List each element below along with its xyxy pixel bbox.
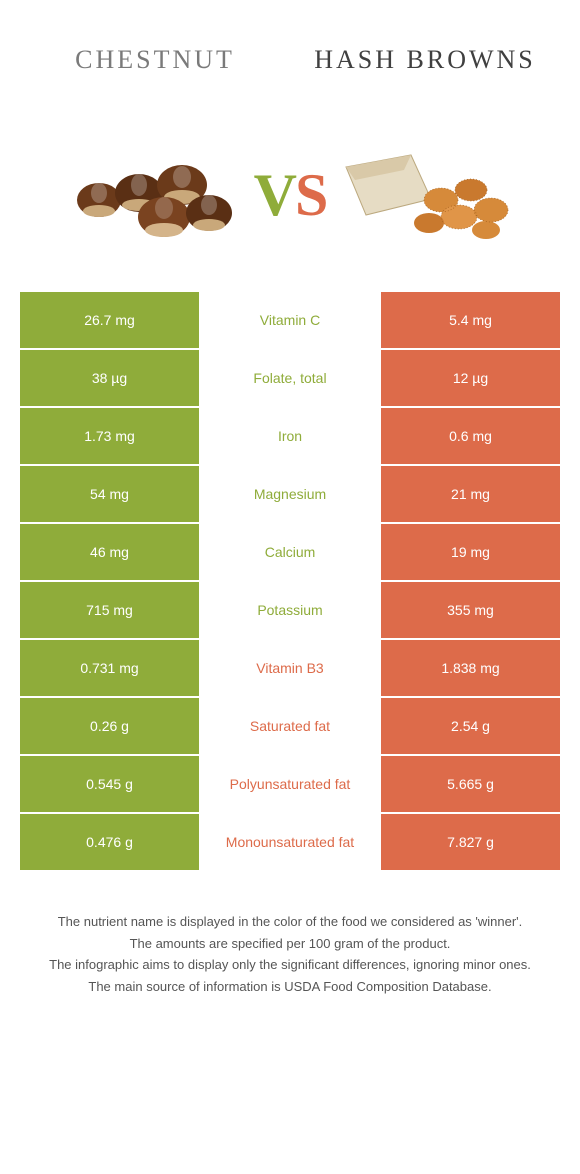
nutrient-label: Polyunsaturated fat	[200, 755, 380, 813]
right-value: 7.827 g	[380, 813, 560, 871]
left-value: 0.731 mg	[20, 639, 200, 697]
table-row: 0.26 gSaturated fat2.54 g	[20, 697, 560, 755]
nutrient-label: Magnesium	[200, 465, 380, 523]
footer-line: The nutrient name is displayed in the co…	[20, 912, 560, 932]
table-row: 0.731 mgVitamin B31.838 mg	[20, 639, 560, 697]
header-left: Chestnut	[20, 44, 290, 75]
title-chestnut: Chestnut	[20, 44, 290, 75]
nutrient-label: Iron	[200, 407, 380, 465]
right-value: 5.4 mg	[380, 291, 560, 349]
nutrient-table: 26.7 mgVitamin C5.4 mg38 µgFolate, total…	[20, 290, 560, 872]
table-row: 0.476 gMonounsaturated fat7.827 g	[20, 813, 560, 871]
nutrient-label: Calcium	[200, 523, 380, 581]
right-value: 19 mg	[380, 523, 560, 581]
right-value: 0.6 mg	[380, 407, 560, 465]
left-value: 0.545 g	[20, 755, 200, 813]
chestnut-icon	[77, 165, 232, 237]
header: Chestnut Hash browns	[0, 0, 580, 120]
table-row: 54 mgMagnesium21 mg	[20, 465, 560, 523]
table-row: 38 µgFolate, total12 µg	[20, 349, 560, 407]
right-value: 21 mg	[380, 465, 560, 523]
nutrient-label: Folate, total	[200, 349, 380, 407]
left-value: 38 µg	[20, 349, 200, 407]
footer-notes: The nutrient name is displayed in the co…	[20, 912, 560, 996]
header-right: Hash browns	[290, 44, 560, 75]
table-row: 1.73 mgIron0.6 mg	[20, 407, 560, 465]
left-value: 0.476 g	[20, 813, 200, 871]
nutrient-label: Saturated fat	[200, 697, 380, 755]
hashbrowns-image	[336, 140, 516, 250]
table-row: 0.545 gPolyunsaturated fat5.665 g	[20, 755, 560, 813]
footer-line: The amounts are specified per 100 gram o…	[20, 934, 560, 954]
left-value: 26.7 mg	[20, 291, 200, 349]
vs-label: VS	[254, 161, 327, 230]
title-hashbrowns: Hash browns	[290, 44, 560, 75]
nutrient-label: Vitamin B3	[200, 639, 380, 697]
right-value: 355 mg	[380, 581, 560, 639]
left-value: 0.26 g	[20, 697, 200, 755]
right-value: 12 µg	[380, 349, 560, 407]
vs-row: VS	[0, 120, 580, 270]
hashbrowns-icon	[346, 155, 508, 239]
table-row: 715 mgPotassium355 mg	[20, 581, 560, 639]
footer-line: The main source of information is USDA F…	[20, 977, 560, 997]
left-value: 1.73 mg	[20, 407, 200, 465]
right-value: 1.838 mg	[380, 639, 560, 697]
vs-v: V	[254, 161, 295, 230]
nutrient-label: Monounsaturated fat	[200, 813, 380, 871]
table-row: 26.7 mgVitamin C5.4 mg	[20, 291, 560, 349]
chestnut-image	[64, 140, 244, 250]
right-value: 5.665 g	[380, 755, 560, 813]
nutrient-label: Vitamin C	[200, 291, 380, 349]
left-value: 46 mg	[20, 523, 200, 581]
right-value: 2.54 g	[380, 697, 560, 755]
left-value: 715 mg	[20, 581, 200, 639]
nutrient-label: Potassium	[200, 581, 380, 639]
left-value: 54 mg	[20, 465, 200, 523]
table-row: 46 mgCalcium19 mg	[20, 523, 560, 581]
vs-s: S	[295, 161, 326, 230]
footer-line: The infographic aims to display only the…	[20, 955, 560, 975]
